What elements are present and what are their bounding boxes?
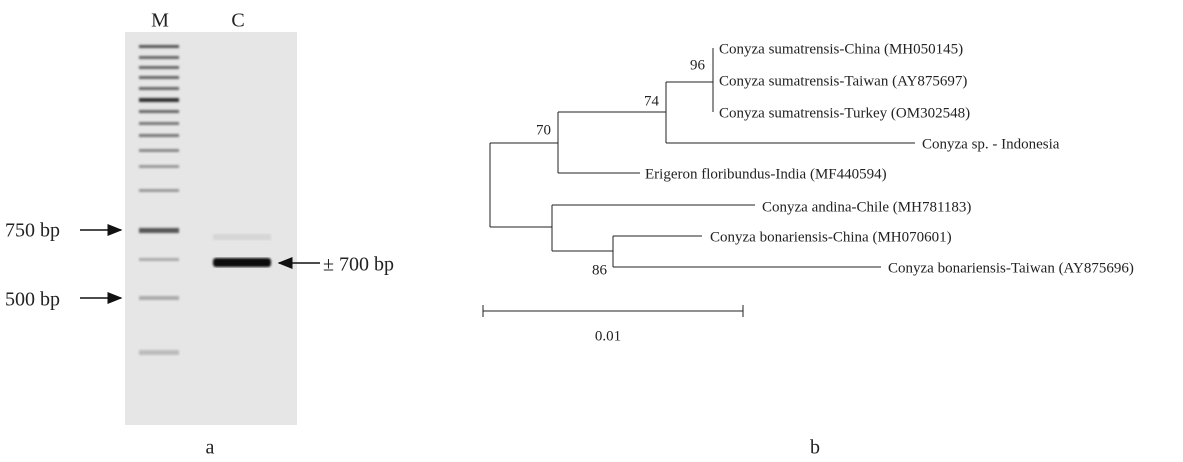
shape [139, 45, 179, 48]
shape [139, 134, 179, 137]
product-label: ± 700 bp [323, 254, 394, 276]
marker-label: 500 bp [5, 289, 60, 311]
shape [139, 56, 179, 59]
shape [139, 122, 179, 125]
leaf-label: Erigeron floribundus-India (MF440594) [645, 166, 887, 182]
leaf-label: Conyza bonariensis-China (MH070601) [710, 229, 952, 245]
shape [139, 87, 179, 90]
shape [139, 165, 179, 168]
bootstrap: 96 [690, 57, 706, 73]
shape [139, 189, 179, 192]
product-band [213, 258, 271, 267]
shape [139, 228, 179, 233]
leaf-label: Conyza sp. - Indonesia [922, 136, 1060, 152]
shape [139, 258, 179, 261]
leaf-label: Conyza sumatrensis-Turkey (OM302548) [719, 105, 970, 121]
shape [139, 350, 179, 355]
shape [139, 296, 179, 300]
leaf-label: Conyza sumatrensis-Taiwan (AY875697) [719, 73, 967, 89]
leaf-label: Conyza bonariensis-Taiwan (AY875696) [888, 260, 1134, 276]
leaf-label: Conyza andina-Chile (MH781183) [762, 199, 971, 215]
figure: M C 750 bp 500 bp ± 700 bp a Conyza suma… [0, 0, 1183, 462]
bootstrap: 74 [644, 93, 660, 109]
shape [139, 66, 179, 69]
shape [139, 110, 179, 113]
scale-label: 0.01 [595, 328, 621, 344]
shape [139, 149, 179, 152]
lane-label: C [231, 10, 244, 32]
faint-band [213, 234, 271, 240]
shape [139, 76, 179, 79]
leaf-label: Conyza sumatrensis-China (MH050145) [719, 41, 963, 57]
marker-label: 750 bp [5, 220, 60, 242]
tree-panel: Conyza sumatrensis-China (MH050145) Cony… [483, 41, 1134, 458]
bootstrap: 70 [536, 122, 551, 138]
shape [139, 98, 179, 102]
bootstrap: 86 [592, 262, 608, 278]
panel-label: b [810, 437, 820, 459]
gel-panel: M C 750 bp 500 bp ± 700 bp a [5, 10, 394, 459]
panel-label: a [206, 437, 215, 459]
lane-label: M [151, 10, 169, 32]
